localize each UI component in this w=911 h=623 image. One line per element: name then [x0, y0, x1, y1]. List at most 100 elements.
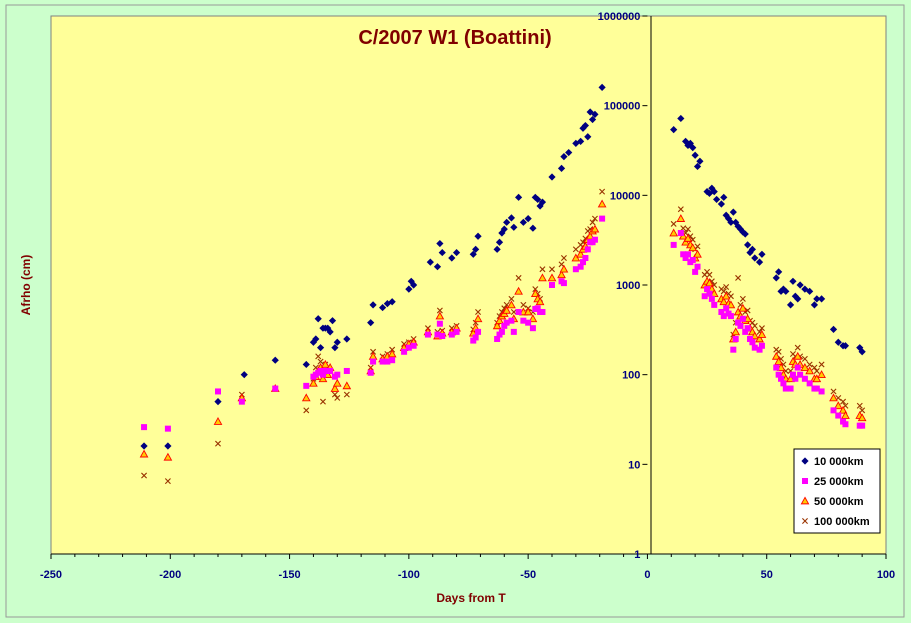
- data-point: [572, 246, 579, 253]
- data-point: [309, 378, 318, 387]
- data-point: [272, 385, 279, 392]
- y-tick-label: 1: [634, 549, 640, 561]
- data-point: [141, 424, 148, 431]
- data-point: [682, 137, 690, 145]
- data-point: [703, 188, 711, 196]
- data-point: [688, 243, 698, 252]
- data-point: [810, 301, 819, 309]
- data-point: [164, 442, 172, 450]
- data-point: [670, 126, 678, 134]
- data-point: [780, 380, 787, 387]
- data-point: [756, 346, 763, 353]
- data-point: [729, 208, 737, 216]
- data-point: [557, 164, 566, 172]
- data-point: [813, 385, 820, 392]
- data-point: [590, 224, 600, 233]
- data-point: [581, 121, 589, 130]
- data-series: [139, 83, 867, 485]
- data-point: [669, 228, 679, 237]
- data-point: [317, 367, 324, 374]
- data-point: [215, 440, 221, 447]
- data-point: [842, 421, 849, 428]
- data-point: [682, 255, 689, 262]
- data-point: [721, 291, 731, 300]
- data-point: [369, 301, 377, 309]
- data-point: [838, 405, 848, 414]
- data-point: [515, 274, 522, 281]
- data-point: [789, 277, 797, 285]
- data-point: [327, 367, 334, 374]
- data-point: [723, 284, 730, 290]
- data-point: [701, 293, 708, 300]
- legend-label: 10 000km: [814, 456, 864, 468]
- legend-marker: [802, 478, 808, 484]
- data-point: [859, 422, 866, 429]
- y-axis-ticks: 1 10 100 1000 10000 100000 1000000: [598, 11, 648, 561]
- data-point: [758, 325, 765, 332]
- data-point: [302, 360, 310, 369]
- data-point: [739, 315, 746, 322]
- data-point: [379, 303, 387, 312]
- data-point: [755, 258, 764, 266]
- data-point: [401, 348, 408, 355]
- data-point: [474, 232, 482, 240]
- x-tick-label: 100: [877, 569, 895, 581]
- data-point: [475, 328, 482, 335]
- data-point: [856, 402, 863, 409]
- data-point: [693, 249, 702, 258]
- data-point: [559, 264, 569, 273]
- data-point: [796, 281, 804, 289]
- data-point: [749, 339, 756, 346]
- y-tick-label: 100: [622, 370, 640, 382]
- x-axis-title: Days from T: [436, 591, 506, 605]
- data-point: [840, 398, 847, 405]
- legend-marker: [802, 518, 808, 524]
- data-point: [727, 218, 735, 226]
- data-point: [744, 325, 751, 332]
- data-point: [495, 316, 504, 325]
- data-point: [805, 366, 815, 375]
- data-point: [163, 452, 173, 461]
- data-point: [315, 353, 322, 360]
- data-point: [580, 259, 587, 266]
- data-point: [531, 193, 539, 201]
- data-point: [520, 317, 527, 324]
- data-point: [718, 308, 725, 315]
- data-point: [330, 384, 340, 392]
- data-point: [710, 188, 718, 196]
- data-point: [724, 215, 733, 223]
- data-point: [524, 215, 532, 223]
- data-point: [240, 371, 248, 379]
- data-point: [577, 137, 585, 145]
- data-point: [794, 344, 801, 351]
- data-point: [591, 110, 599, 118]
- data-point: [782, 287, 790, 295]
- data-point: [538, 273, 547, 282]
- data-point: [470, 337, 477, 344]
- data-point: [772, 274, 780, 282]
- data-point: [384, 358, 391, 365]
- data-point: [448, 254, 456, 262]
- data-point: [139, 449, 149, 458]
- legend-marker: [800, 496, 810, 505]
- data-point: [800, 363, 810, 371]
- data-point: [591, 236, 598, 243]
- data-point: [314, 315, 322, 323]
- data-point: [319, 398, 326, 405]
- data-point: [787, 385, 794, 392]
- data-point: [436, 307, 443, 314]
- data-point: [367, 369, 374, 376]
- data-point: [213, 417, 223, 425]
- data-point: [739, 295, 746, 302]
- data-point: [510, 223, 518, 231]
- data-point: [677, 114, 685, 123]
- data-point: [801, 355, 808, 362]
- y-axis-title: Afrho (cm): [19, 255, 33, 316]
- data-point: [507, 214, 516, 222]
- data-point: [735, 319, 742, 326]
- y-tick-label: 1000000: [598, 11, 641, 23]
- data-point: [515, 193, 523, 201]
- x-axis-ticks: -250 -200 -150 -100 -50 0 50 100: [40, 554, 895, 581]
- data-point: [309, 338, 318, 346]
- data-point: [510, 309, 517, 315]
